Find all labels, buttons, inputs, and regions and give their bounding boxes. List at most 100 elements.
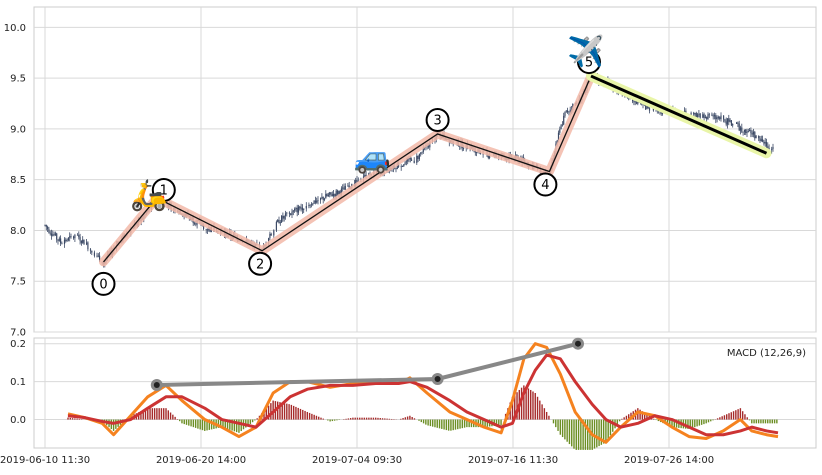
candle-body <box>763 142 764 144</box>
candle-body <box>333 194 334 196</box>
candle-body <box>303 208 304 209</box>
macd-histogram-bar <box>532 391 533 419</box>
candle-body <box>316 201 317 203</box>
candle-body <box>395 168 396 169</box>
macd-histogram-bar <box>571 420 572 447</box>
candle-body <box>744 130 745 132</box>
macd-histogram-bar <box>776 420 777 424</box>
candle-body <box>727 118 728 124</box>
candle-body <box>290 214 291 215</box>
macd-histogram-bar <box>434 420 435 428</box>
candle-body <box>758 136 759 138</box>
macd-histogram-bar <box>619 420 620 422</box>
candle-body <box>767 146 768 148</box>
candle-body <box>91 251 92 253</box>
macd-histogram-bar <box>323 419 324 420</box>
candle-body <box>463 148 464 149</box>
candle-body <box>336 191 337 197</box>
macd-histogram-bar <box>256 418 257 419</box>
candle-body <box>83 240 84 245</box>
macd-histogram-bar <box>737 409 738 419</box>
macd-histogram-bar <box>742 411 743 419</box>
macd-histogram-bar <box>389 419 390 420</box>
candle-body <box>421 152 422 153</box>
candle-body <box>291 212 292 215</box>
price-y-tick-label: 8.5 <box>10 175 26 186</box>
macd-histogram-bar <box>254 420 255 421</box>
candle-body <box>736 123 737 124</box>
macd-histogram-bar <box>334 420 335 421</box>
candle-body <box>567 110 568 112</box>
candle-body <box>570 110 571 112</box>
candle-body <box>345 186 346 190</box>
macd-histogram-bar <box>719 417 720 419</box>
macd-histogram-bar <box>370 418 371 420</box>
macd-histogram-bar <box>760 420 761 424</box>
price-y-tick-label: 9.5 <box>10 74 26 85</box>
candle-body <box>55 233 56 235</box>
macd-histogram-bar <box>302 410 303 420</box>
candle-body <box>271 234 272 236</box>
candle-body <box>206 229 207 230</box>
candle-body <box>759 138 760 141</box>
macd-histogram-bar <box>694 420 695 428</box>
candle-body <box>195 224 196 225</box>
candle-body <box>717 117 718 119</box>
macd-histogram-bar <box>548 416 549 420</box>
macd-histogram-bar <box>161 408 162 419</box>
macd-histogram-bar <box>756 420 757 424</box>
candle-body <box>299 207 300 209</box>
macd-histogram-bar <box>195 420 196 428</box>
macd-histogram-bar <box>193 420 194 428</box>
macd-histogram-bar <box>359 418 360 420</box>
candle-body <box>273 230 274 235</box>
macd-y-tick-label: 0.2 <box>10 339 26 350</box>
macd-histogram-bar <box>329 420 330 422</box>
macd-histogram-bar <box>407 417 408 420</box>
candle-body <box>720 116 721 120</box>
macd-histogram-bar <box>580 420 581 450</box>
candle-body <box>98 256 99 257</box>
macd-histogram-bar <box>336 420 337 421</box>
candle-body <box>405 162 406 164</box>
candle-body <box>754 132 755 138</box>
macd-histogram-bar <box>357 418 358 420</box>
candle-body <box>56 233 57 239</box>
macd-histogram-bar <box>728 413 729 419</box>
candle-body <box>302 208 303 210</box>
macd-histogram-bar <box>384 418 385 419</box>
candle-body <box>78 235 79 237</box>
macd-histogram-bar <box>731 412 732 419</box>
candle-body <box>347 186 348 187</box>
price-y-tick-label: 10.0 <box>4 23 26 34</box>
candle-body <box>559 129 560 133</box>
macd-histogram-bar <box>345 419 346 420</box>
macd-histogram-bar <box>327 420 328 421</box>
macd-histogram-bar <box>555 420 556 428</box>
macd-y-tick-label: 0.0 <box>10 415 26 426</box>
macd-histogram-bar <box>537 397 538 420</box>
candle-body <box>282 216 283 219</box>
candle-body <box>74 235 75 238</box>
candle-body <box>94 253 95 256</box>
candle-body <box>47 227 48 229</box>
macd-histogram-bar <box>402 418 403 420</box>
macd-histogram-bar <box>562 420 563 438</box>
candle-body <box>70 236 71 237</box>
candle-body <box>740 127 741 130</box>
macd-histogram-bar <box>375 418 376 420</box>
candle-body <box>403 164 404 166</box>
macd-histogram-bar <box>453 420 454 431</box>
candle-body <box>80 237 81 241</box>
candle-body <box>564 112 565 116</box>
macd-histogram-bar <box>332 420 333 422</box>
macd-histogram-bar <box>439 420 440 429</box>
candle-body <box>323 197 324 200</box>
candle-body <box>476 152 477 153</box>
candle-body <box>276 222 277 231</box>
macd-histogram-bar <box>300 409 301 420</box>
candle-body <box>428 146 429 147</box>
macd-histogram-bar <box>535 393 536 420</box>
candle-body <box>54 234 55 235</box>
candle-body <box>60 238 61 243</box>
